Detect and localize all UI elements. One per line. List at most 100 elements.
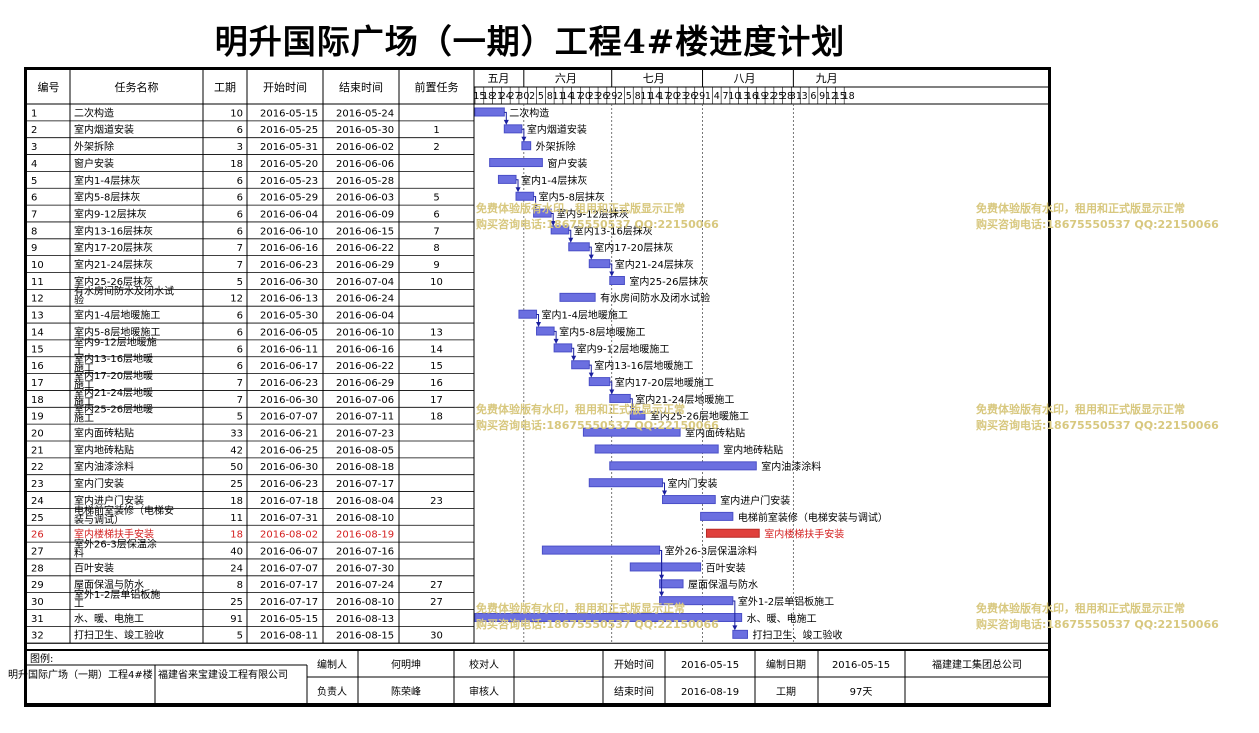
- column-header: 工期: [214, 81, 236, 94]
- task-id: 19: [31, 412, 44, 423]
- task-name: 室内17-20层地暖: [74, 369, 153, 382]
- task-start: 2016-06-30: [260, 395, 318, 406]
- bar-label: 室内25-26层抹灰: [629, 275, 708, 288]
- task-end: 2016-07-04: [336, 277, 394, 288]
- day-label: 19: [755, 91, 767, 102]
- compile-date-label: 编制日期: [766, 658, 806, 671]
- task-id: 18: [31, 395, 44, 406]
- task-name: 窗户安装: [74, 157, 114, 170]
- task-name: 室内5-8层抹灰: [74, 191, 140, 204]
- gantt-bar: [659, 596, 734, 606]
- company-name: 福建建工集团总公司: [932, 658, 1022, 671]
- task-end: 2016-08-05: [336, 445, 394, 456]
- task-end: 2016-07-06: [336, 395, 394, 406]
- day-label: 28: [781, 91, 793, 102]
- task-name: 室内9-12层地暖施: [74, 335, 157, 348]
- task-name: 室内地砖粘贴: [74, 443, 134, 456]
- bar-label: 室内25-26层地暖施工: [650, 410, 749, 423]
- task-start: 2016-07-31: [260, 513, 318, 524]
- dependency-arrow: [609, 381, 613, 393]
- gantt-bar: [497, 174, 517, 184]
- task-duration: 6: [237, 193, 243, 204]
- task-name: 打扫卫生、竣工验收: [74, 629, 164, 642]
- bar-label: 室内5-8层抹灰: [539, 191, 605, 204]
- task-end: 2016-07-16: [336, 546, 394, 557]
- dependency-arrow: [568, 229, 572, 241]
- task-duration: 10: [230, 108, 243, 119]
- dependency-arrow: [504, 111, 507, 123]
- duration-value: 97天: [850, 687, 873, 698]
- gantt-bar: [515, 191, 535, 201]
- task-id: 3: [31, 142, 37, 153]
- manager-value: 陈荣峰: [391, 685, 421, 698]
- task-end: 2016-06-09: [336, 209, 394, 220]
- task-name: 室内25-26层抹灰: [74, 275, 153, 288]
- task-end: 2016-06-03: [336, 193, 394, 204]
- task-predecessor: 10: [430, 277, 443, 288]
- arrow-head: [609, 389, 615, 395]
- gantt-bar: [553, 343, 573, 353]
- task-predecessor: 1: [433, 125, 439, 136]
- dependency-arrow: [630, 398, 633, 410]
- task-end: 2016-06-16: [336, 344, 394, 355]
- task-end: 2016-08-15: [336, 631, 394, 642]
- day-label: 7: [722, 91, 728, 102]
- task-name: 室内楼梯扶手安装: [74, 528, 154, 541]
- task-predecessor: 14: [430, 344, 443, 355]
- task-name: 室内13-16层抹灰: [74, 224, 153, 237]
- bar-label: 室内13-16层抹灰: [574, 224, 653, 237]
- dependency-arrow: [732, 600, 736, 629]
- arrow-head: [503, 119, 509, 125]
- project-name: 明升国际广场（一期）工程4#楼: [8, 668, 153, 681]
- bar-label: 室内烟道安装: [527, 123, 587, 136]
- column-header: 前置任务: [415, 80, 459, 94]
- task-duration: 3: [237, 142, 243, 153]
- day-label: 13: [737, 91, 749, 102]
- task-id: 15: [31, 344, 44, 355]
- task-id: 11: [31, 277, 44, 288]
- task-duration: 7: [237, 378, 243, 389]
- day-label: 29: [605, 91, 617, 102]
- dependency-arrow: [516, 179, 519, 191]
- task-id: 7: [31, 209, 37, 220]
- task-duration: 6: [237, 125, 243, 136]
- task-name: 电梯前室装修（电梯安: [74, 504, 174, 517]
- day-label: 5: [538, 91, 544, 102]
- gantt-bar: [489, 158, 543, 168]
- task-name: 工: [74, 346, 84, 357]
- task-start: 2016-06-25: [260, 445, 318, 456]
- dependency-arrow: [521, 128, 525, 140]
- gantt-bar: [700, 511, 734, 521]
- task-duration: 5: [237, 631, 243, 642]
- task-duration: 6: [237, 311, 243, 322]
- task-duration: 6: [237, 361, 243, 372]
- gantt-bar: [609, 461, 757, 471]
- day-label: 21: [491, 91, 503, 102]
- task-name: 屋面保温与防水: [74, 578, 144, 591]
- end-label: 结束时间: [614, 685, 654, 698]
- arrow-head: [515, 187, 521, 193]
- task-predecessor: 8: [433, 243, 439, 254]
- task-start: 2016-07-18: [260, 496, 318, 507]
- gantt-bar: [609, 276, 625, 285]
- bar-label: 二次构造: [509, 106, 549, 119]
- task-id: 17: [31, 378, 44, 389]
- day-label: 14: [561, 91, 573, 102]
- task-end: 2016-07-24: [336, 580, 394, 591]
- dependency-arrow: [536, 314, 540, 326]
- arrow-head: [521, 136, 527, 142]
- task-start: 2016-06-11: [260, 344, 318, 355]
- task-end: 2016-06-22: [336, 243, 394, 254]
- task-name: 二次构造: [74, 106, 114, 119]
- task-end: 2016-06-10: [336, 327, 394, 338]
- task-name: 室内17-20层抹灰: [74, 241, 153, 254]
- gantt-bar: [550, 225, 570, 235]
- bar-label: 室外1-2层单铝板施工: [738, 595, 834, 608]
- bar-label: 室外26-3层保温涂料: [665, 544, 758, 557]
- task-duration: 24: [230, 563, 243, 574]
- reviewer-label: 审核人: [469, 685, 499, 698]
- arrow-head: [662, 490, 668, 496]
- arrow-head: [609, 271, 615, 277]
- task-name: 室内1-4层抹灰: [74, 174, 140, 187]
